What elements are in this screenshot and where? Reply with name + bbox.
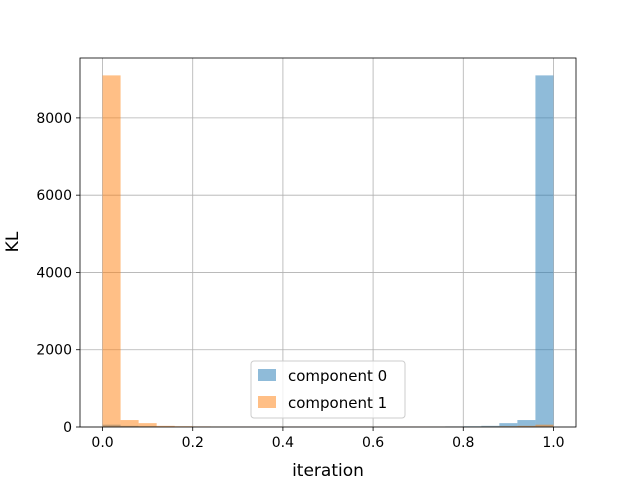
histogram-bars [102,75,554,427]
histogram-bar-series-1 [535,424,554,427]
y-axis-title: KL [3,231,23,252]
histogram-bar-series-0 [535,75,554,427]
y-tick-label: 2000 [36,343,72,359]
legend-swatch-component-1 [258,396,276,408]
histogram-bar-series-0 [517,420,536,427]
legend-box [250,360,406,419]
x-axis-title: iteration [292,461,364,480]
y-tick-label: 4000 [36,265,72,281]
plot-frame [79,57,577,428]
histogram-bar-series-1 [517,425,536,427]
grid [80,58,576,428]
legend-label-component-0: component 0 [288,367,387,385]
histogram-bar-series-0 [499,423,518,427]
x-tick-label: 0.8 [452,435,474,451]
y-tick-label: 0 [63,420,72,436]
y-tick-label: 8000 [36,111,72,127]
x-tick-label: 0.0 [91,435,113,451]
histogram-bar-series-1 [120,420,139,427]
x-tick-label: 0.4 [272,435,294,451]
legend: component 0 component 1 [250,360,406,419]
y-axis-ticks: 0 2000 4000 6000 8000 [36,111,80,436]
x-tick-label: 0.2 [182,435,204,451]
histogram-bar-series-1 [138,423,157,427]
x-tick-label: 1.0 [542,435,564,451]
legend-swatch-component-0 [258,369,276,381]
legend-label-component-1: component 1 [288,394,387,412]
x-tick-label: 0.6 [362,435,384,451]
histogram-bar-series-1 [102,75,121,427]
histogram-bar-series-1 [156,425,175,427]
x-axis-ticks: 0.0 0.2 0.4 0.6 0.8 1.0 [91,427,565,451]
y-tick-label: 6000 [36,188,72,204]
